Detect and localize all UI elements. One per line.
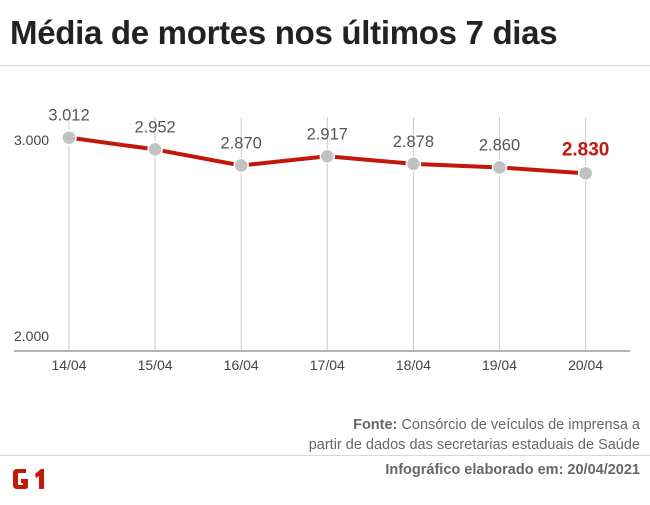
data-point — [319, 148, 336, 165]
source-line-2: partir de dados das secretarias estaduai… — [308, 437, 640, 453]
source-label: Fonte: — [353, 417, 398, 433]
x-tick-label: 19/04 — [482, 357, 517, 373]
data-label: 2.878 — [393, 133, 434, 151]
footer-divider — [0, 455, 650, 456]
g1-logo-1 — [35, 469, 44, 489]
data-point — [147, 141, 163, 158]
data-label: 2.917 — [307, 125, 348, 143]
x-tick-label: 14/04 — [51, 357, 86, 373]
infographic-credit: Infográfico elaborado em: 20/04/2021 — [385, 462, 640, 478]
y-tick-label: 3.000 — [14, 132, 49, 148]
x-tick-label: 15/04 — [138, 357, 173, 373]
x-tick-label: 18/04 — [396, 357, 431, 373]
chart-title: Média de mortes nos últimos 7 dias — [10, 14, 558, 51]
data-label: 2.952 — [134, 118, 175, 136]
source-line-1: Consórcio de veículos de imprensa a — [401, 417, 640, 433]
data-point — [61, 129, 77, 146]
x-tick-label: 16/04 — [224, 357, 259, 373]
data-point — [577, 165, 594, 182]
x-tick-label: 20/04 — [568, 357, 603, 373]
data-label: 3.012 — [48, 107, 89, 125]
source-note: Fonte: Consórcio de veículos de imprensa… — [309, 415, 640, 455]
y-tick-label: 2.000 — [14, 328, 49, 344]
x-tick-label: 17/04 — [310, 357, 345, 373]
data-point — [233, 157, 249, 174]
data-point — [491, 159, 508, 176]
g1-logo — [13, 469, 44, 489]
data-label: 2.870 — [221, 134, 262, 152]
line-chart: 2.000 3.000 14/04 15/04 16/04 17/04 18/04 19/04… — [14, 107, 630, 373]
title-divider — [0, 65, 650, 66]
data-label: 2.860 — [479, 136, 520, 154]
data-label: 2.830 — [562, 139, 610, 160]
g1-logo-g — [13, 469, 28, 489]
data-point — [405, 156, 422, 172]
